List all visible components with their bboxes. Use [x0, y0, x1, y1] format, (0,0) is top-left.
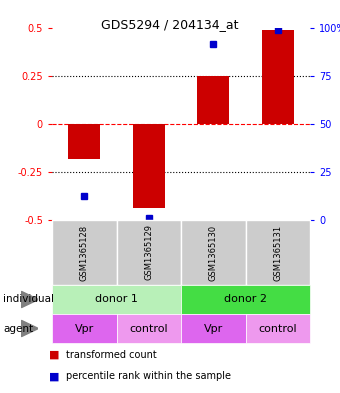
Text: GDS5294 / 204134_at: GDS5294 / 204134_at	[101, 18, 239, 31]
Text: GSM1365128: GSM1365128	[80, 224, 89, 281]
Text: GSM1365130: GSM1365130	[209, 224, 218, 281]
Bar	[197, 76, 230, 124]
Bar	[133, 124, 165, 208]
Bar	[261, 30, 294, 124]
Text: percentile rank within the sample: percentile rank within the sample	[66, 371, 231, 381]
Text: agent: agent	[3, 323, 34, 334]
Polygon shape	[21, 320, 38, 337]
Text: control: control	[258, 323, 297, 334]
Text: individual: individual	[3, 294, 54, 305]
Bar	[68, 124, 100, 158]
Text: Vpr: Vpr	[74, 323, 94, 334]
Text: control: control	[130, 323, 168, 334]
Text: donor 1: donor 1	[95, 294, 138, 305]
Text: GSM1365129: GSM1365129	[144, 224, 153, 281]
Text: transformed count: transformed count	[66, 350, 156, 360]
Text: ■: ■	[49, 350, 59, 360]
Text: ■: ■	[49, 371, 59, 381]
Text: GSM1365131: GSM1365131	[273, 224, 282, 281]
Text: donor 2: donor 2	[224, 294, 267, 305]
Polygon shape	[21, 291, 38, 308]
Text: Vpr: Vpr	[204, 323, 223, 334]
